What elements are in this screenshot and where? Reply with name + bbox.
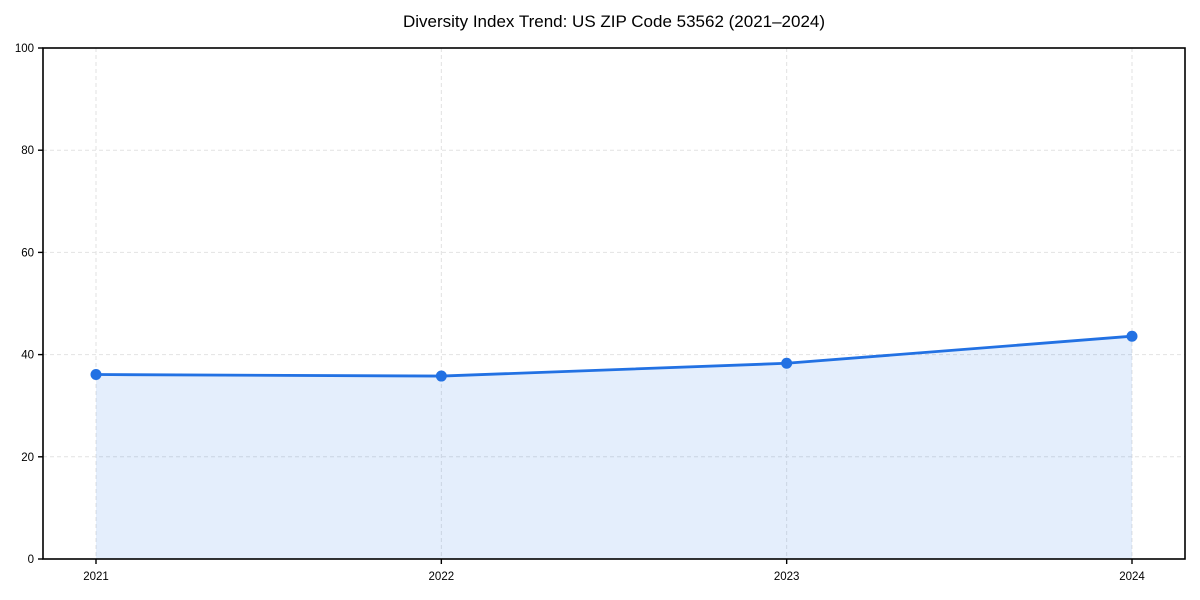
axes-spines — [42, 47, 1186, 560]
area-fill — [96, 336, 1132, 559]
y-tick-label: 100 — [15, 43, 34, 55]
data-point-2021 — [90, 369, 102, 381]
data-point-2023 — [781, 357, 793, 369]
x-tick-label: 2024 — [1119, 571, 1145, 583]
y-tick-label: 40 — [21, 350, 34, 362]
chart-title: Diversity Index Trend: US ZIP Code 53562… — [402, 12, 826, 31]
y-tick-label: 0 — [28, 554, 34, 566]
x-tick-label: 2023 — [774, 571, 800, 583]
y-tick-label: 80 — [21, 145, 34, 157]
x-tick-label: 2022 — [429, 571, 455, 583]
y-tick-label: 20 — [21, 452, 34, 464]
data-point-2022 — [435, 370, 447, 382]
trend-line — [94, 334, 1134, 378]
x-tick-label: 2021 — [83, 571, 109, 583]
data-point-2024 — [1126, 330, 1138, 342]
y-tick-label: 60 — [21, 247, 34, 259]
